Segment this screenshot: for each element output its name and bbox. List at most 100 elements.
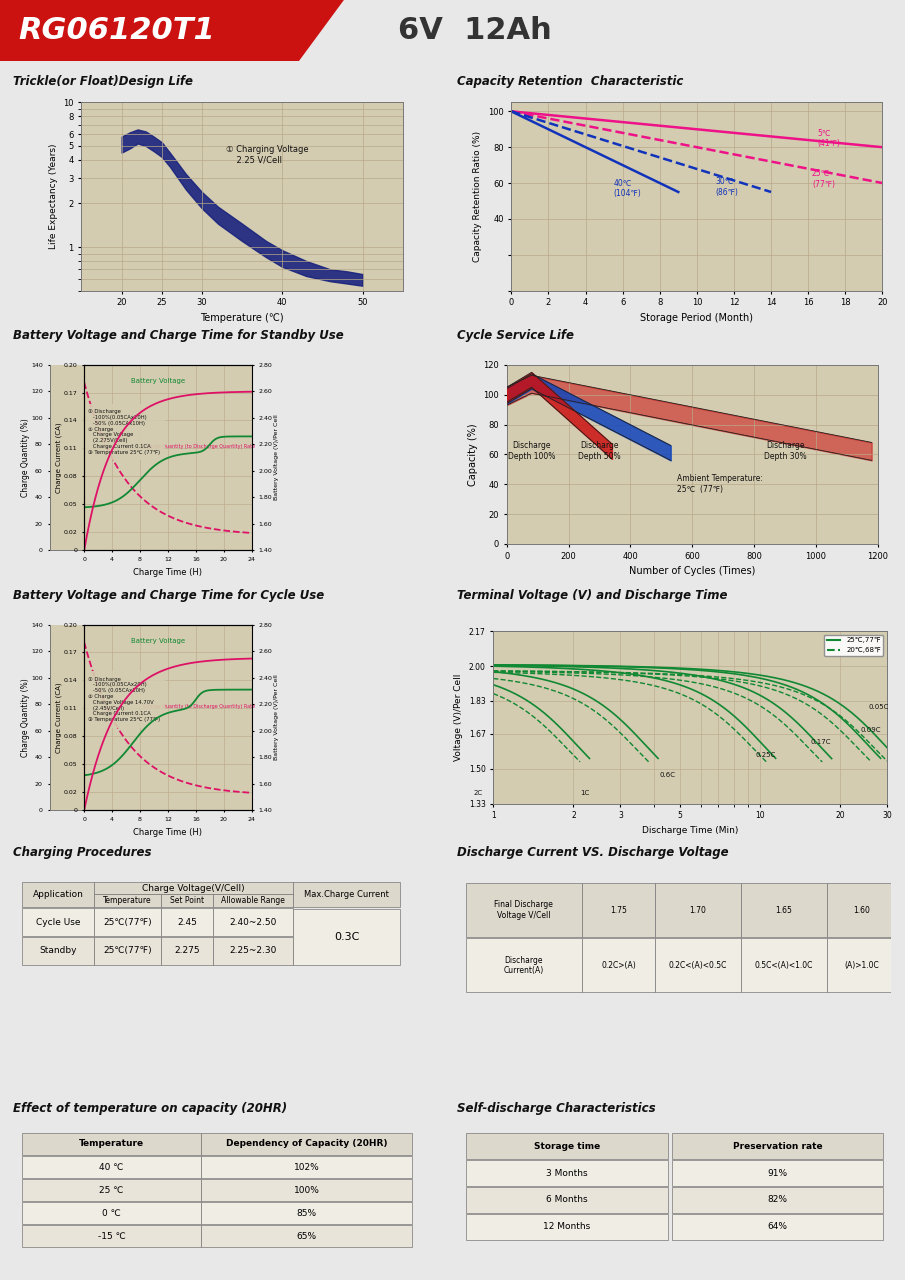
FancyBboxPatch shape bbox=[201, 1156, 413, 1178]
FancyBboxPatch shape bbox=[22, 1202, 201, 1224]
FancyBboxPatch shape bbox=[741, 883, 827, 937]
X-axis label: Discharge Time (Min): Discharge Time (Min) bbox=[642, 826, 738, 835]
FancyBboxPatch shape bbox=[466, 1160, 668, 1185]
Text: Discharge
Depth 100%: Discharge Depth 100% bbox=[508, 442, 556, 461]
FancyBboxPatch shape bbox=[161, 909, 214, 936]
Text: 25℃(77℉): 25℃(77℉) bbox=[103, 918, 152, 927]
FancyBboxPatch shape bbox=[94, 909, 161, 936]
FancyBboxPatch shape bbox=[22, 1179, 201, 1201]
Text: 1C: 1C bbox=[580, 790, 589, 796]
Y-axis label: Life Expectancy (Years): Life Expectancy (Years) bbox=[49, 143, 58, 250]
Text: 2.45: 2.45 bbox=[177, 918, 197, 927]
Text: 25℃
(77℉): 25℃ (77℉) bbox=[812, 169, 835, 188]
FancyBboxPatch shape bbox=[293, 910, 400, 965]
FancyBboxPatch shape bbox=[655, 883, 741, 937]
Y-axis label: Capacity Retention Ratio (%): Capacity Retention Ratio (%) bbox=[473, 131, 482, 262]
Text: 2.275: 2.275 bbox=[175, 946, 200, 955]
Text: 64%: 64% bbox=[767, 1222, 787, 1231]
Text: Charging Procedures: Charging Procedures bbox=[14, 846, 152, 859]
Text: 0.5C<(A)<1.0C: 0.5C<(A)<1.0C bbox=[755, 961, 814, 970]
Text: 1.60: 1.60 bbox=[853, 905, 870, 915]
FancyBboxPatch shape bbox=[22, 882, 94, 908]
Text: 30℃
(86℉): 30℃ (86℉) bbox=[715, 178, 738, 197]
FancyBboxPatch shape bbox=[672, 1160, 883, 1185]
Text: Cycle Service Life: Cycle Service Life bbox=[457, 329, 574, 342]
Text: ① Discharge
   -100%(0.05CAx20H)
   -50% (0.05CAx10H)
② Charge
   Charge Voltage: ① Discharge -100%(0.05CAx20H) -50% (0.05… bbox=[88, 677, 159, 722]
Text: Terminal Voltage (V) and Discharge Time: Terminal Voltage (V) and Discharge Time bbox=[457, 589, 728, 602]
FancyBboxPatch shape bbox=[22, 937, 94, 965]
FancyBboxPatch shape bbox=[466, 1188, 668, 1213]
Text: Discharge
Current(A): Discharge Current(A) bbox=[504, 956, 544, 975]
FancyBboxPatch shape bbox=[22, 1133, 201, 1155]
FancyBboxPatch shape bbox=[827, 883, 896, 937]
FancyBboxPatch shape bbox=[214, 937, 293, 965]
Text: Discharge
Depth 50%: Discharge Depth 50% bbox=[578, 442, 621, 461]
Text: Charge Quantity (to Discharge Quantity) Rate: Charge Quantity (to Discharge Quantity) … bbox=[143, 704, 255, 709]
Text: Discharge Current VS. Discharge Voltage: Discharge Current VS. Discharge Voltage bbox=[457, 846, 729, 859]
Text: 0.6C: 0.6C bbox=[660, 772, 675, 778]
Text: Battery Voltage and Charge Time for Cycle Use: Battery Voltage and Charge Time for Cycl… bbox=[14, 589, 324, 602]
Text: Capacity Retention  Characteristic: Capacity Retention Characteristic bbox=[457, 76, 683, 88]
Text: 100%: 100% bbox=[294, 1185, 319, 1194]
Text: Cycle Use: Cycle Use bbox=[35, 918, 81, 927]
FancyBboxPatch shape bbox=[22, 909, 94, 936]
FancyBboxPatch shape bbox=[672, 1188, 883, 1213]
Text: Discharge
Depth 30%: Discharge Depth 30% bbox=[764, 442, 806, 461]
Y-axis label: Battery Voltage (V)/Per Cell: Battery Voltage (V)/Per Cell bbox=[274, 675, 279, 760]
Text: 1.70: 1.70 bbox=[690, 905, 707, 915]
FancyBboxPatch shape bbox=[582, 883, 655, 937]
Text: Allowable Range: Allowable Range bbox=[221, 896, 285, 905]
Text: Temperature: Temperature bbox=[103, 896, 152, 905]
X-axis label: Charge Time (H): Charge Time (H) bbox=[133, 828, 203, 837]
FancyBboxPatch shape bbox=[466, 1134, 668, 1160]
Text: Battery Voltage: Battery Voltage bbox=[131, 639, 186, 644]
Text: 40℃
(104℉): 40℃ (104℉) bbox=[614, 179, 641, 198]
Text: Standby: Standby bbox=[39, 946, 77, 955]
Text: 25℃(77℉): 25℃(77℉) bbox=[103, 946, 152, 955]
FancyBboxPatch shape bbox=[655, 938, 741, 992]
FancyBboxPatch shape bbox=[466, 1213, 668, 1239]
Text: Self-discharge Characteristics: Self-discharge Characteristics bbox=[457, 1102, 655, 1115]
Y-axis label: Charge Quantity (%): Charge Quantity (%) bbox=[21, 678, 30, 756]
Text: 6 Months: 6 Months bbox=[546, 1196, 587, 1204]
Polygon shape bbox=[0, 0, 344, 61]
FancyBboxPatch shape bbox=[161, 895, 214, 908]
FancyBboxPatch shape bbox=[214, 909, 293, 936]
Text: 102%: 102% bbox=[294, 1162, 319, 1171]
Text: Dependency of Capacity (20HR): Dependency of Capacity (20HR) bbox=[226, 1139, 387, 1148]
FancyBboxPatch shape bbox=[161, 937, 214, 965]
Text: Max.Charge Current: Max.Charge Current bbox=[304, 890, 389, 899]
Text: Ambient Temperature:
25℃  (77℉): Ambient Temperature: 25℃ (77℉) bbox=[677, 475, 763, 494]
FancyBboxPatch shape bbox=[827, 938, 896, 992]
Y-axis label: Charge Current (CA): Charge Current (CA) bbox=[55, 682, 62, 753]
Text: Final Discharge
Voltage V/Cell: Final Discharge Voltage V/Cell bbox=[494, 900, 553, 920]
Text: 40 ℃: 40 ℃ bbox=[100, 1162, 124, 1171]
Text: 2C: 2C bbox=[474, 790, 483, 796]
Y-axis label: Voltage (V)/Per Cell: Voltage (V)/Per Cell bbox=[454, 673, 463, 762]
Text: RG06120T1: RG06120T1 bbox=[18, 17, 214, 45]
Text: (A)>1.0C: (A)>1.0C bbox=[844, 961, 879, 970]
FancyBboxPatch shape bbox=[94, 937, 161, 965]
FancyBboxPatch shape bbox=[22, 1156, 201, 1178]
Text: Set Point: Set Point bbox=[170, 896, 205, 905]
Text: 91%: 91% bbox=[767, 1169, 787, 1178]
FancyBboxPatch shape bbox=[214, 895, 293, 908]
Text: Application: Application bbox=[33, 890, 83, 899]
FancyBboxPatch shape bbox=[22, 1225, 201, 1247]
Text: 2.25~2.30: 2.25~2.30 bbox=[229, 946, 277, 955]
Text: 1.75: 1.75 bbox=[610, 905, 627, 915]
Text: 0 ℃: 0 ℃ bbox=[102, 1208, 121, 1217]
Text: 0.25C: 0.25C bbox=[756, 751, 776, 758]
Text: 6V  12Ah: 6V 12Ah bbox=[398, 17, 552, 45]
Y-axis label: Charge Quantity (%): Charge Quantity (%) bbox=[21, 419, 30, 497]
FancyBboxPatch shape bbox=[466, 938, 582, 992]
Text: Effect of temperature on capacity (20HR): Effect of temperature on capacity (20HR) bbox=[14, 1102, 287, 1115]
Text: Preservation rate: Preservation rate bbox=[733, 1142, 823, 1151]
Text: 0.2C>(A): 0.2C>(A) bbox=[601, 961, 636, 970]
FancyBboxPatch shape bbox=[293, 882, 400, 908]
Text: Charge Voltage(V/Cell): Charge Voltage(V/Cell) bbox=[142, 883, 244, 892]
Text: 12 Months: 12 Months bbox=[543, 1222, 590, 1231]
Text: ① Charging Voltage
    2.25 V/Cell: ① Charging Voltage 2.25 V/Cell bbox=[226, 145, 309, 165]
Text: 25 ℃: 25 ℃ bbox=[100, 1185, 124, 1194]
Text: Battery Voltage and Charge Time for Standby Use: Battery Voltage and Charge Time for Stan… bbox=[14, 329, 344, 342]
